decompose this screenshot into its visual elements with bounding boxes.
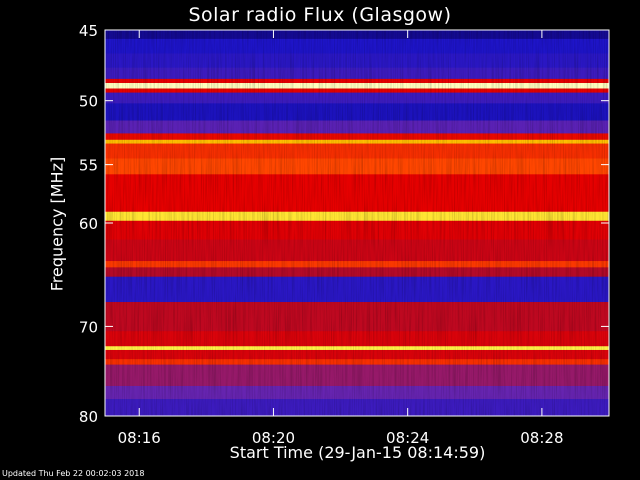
y-tick-label-4: 70	[79, 318, 98, 336]
y-axis: 45 50 55 60 70 80	[79, 22, 609, 426]
y-tick-label-0: 45	[79, 22, 98, 40]
x-axis-label: Start Time (29-Jan-15 08:14:59)	[229, 443, 486, 462]
x-tick-label-2: 08:24	[386, 429, 429, 447]
y-tick-label-3: 60	[79, 215, 98, 233]
x-tick-label-3: 08:28	[520, 429, 563, 447]
x-tick-label-0: 08:16	[118, 429, 161, 447]
spectrogram-texture	[105, 30, 609, 416]
updated-timestamp: Updated Thu Feb 22 00:02:03 2018	[2, 469, 145, 478]
y-tick-label-1: 50	[79, 93, 98, 111]
y-tick-label-5: 80	[79, 408, 98, 426]
y-tick-label-2: 55	[79, 157, 98, 175]
y-axis-label: Frequency [MHz]	[47, 156, 67, 292]
x-axis: 08:16 08:20 08:24 08:28	[118, 30, 564, 447]
chart-title: Solar radio Flux (Glasgow)	[188, 4, 452, 26]
x-tick-label-1: 08:20	[252, 429, 295, 447]
